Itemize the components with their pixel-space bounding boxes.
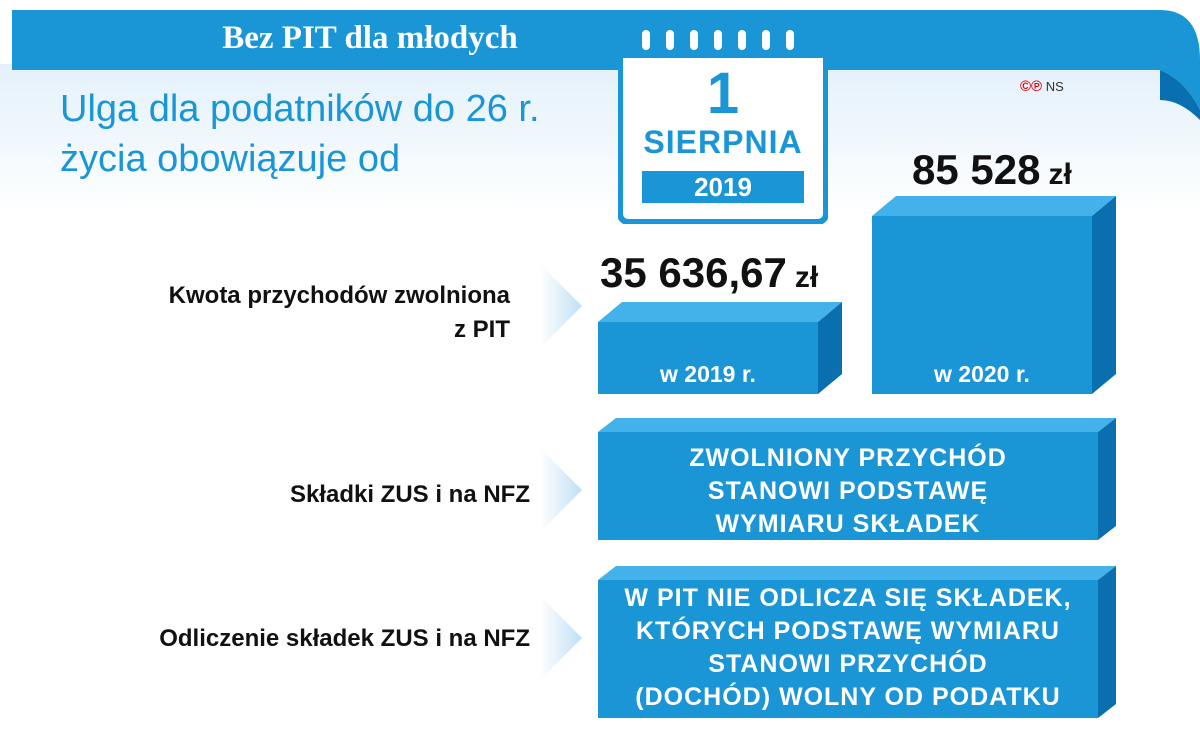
chevron-right-icon — [540, 596, 582, 680]
subtitle-line-1: Ulga dla podatników do 26 r. — [60, 88, 540, 130]
bar-2019-amount: 35 636,67 zł — [600, 249, 818, 302]
deduction-info-line-4: (DOCHÓD) WOLNY OD PODATKU — [635, 683, 1061, 711]
deduction-info-box: W PIT NIE ODLICZA SIĘ SKŁADEK, KTÓRYCH P… — [598, 566, 1116, 718]
header-title: Bez PIT dla młodych — [222, 20, 518, 56]
zus-info-line-2: STANOWI PODSTAWĘ — [707, 477, 989, 505]
bar-2019-unit: zł — [794, 261, 819, 294]
calendar-month: SIERPNIA — [643, 124, 803, 160]
bar-2019: w 2019 r. — [598, 302, 842, 394]
bar-2019-label: w 2019 r. — [660, 361, 756, 387]
calendar-day: 1 — [706, 61, 740, 126]
chevron-right-icon — [540, 264, 582, 348]
deduction-label: Odliczenie składek ZUS i na NFZ — [159, 625, 530, 652]
bar-2020-label: w 2020 r. — [934, 361, 1030, 387]
calendar-icon — [618, 28, 828, 224]
bar-2020-amount: 85 528 zł — [912, 146, 1072, 199]
deduction-info-box-shape — [598, 566, 1116, 718]
credit: ©℗ NS — [1020, 78, 1064, 95]
header-ribbon — [12, 10, 1200, 120]
zus-info-box-shape — [598, 418, 1116, 540]
deduction-info-text: W PIT NIE ODLICZA SIĘ SKŁADEK, KTÓRYCH P… — [598, 582, 1098, 714]
bar-2020-value: 85 528 — [912, 146, 1041, 193]
credit-initials: NS — [1045, 79, 1064, 94]
bar-2020-unit: zł — [1048, 158, 1072, 191]
copyright-symbols: ©℗ — [1020, 78, 1043, 95]
bar-2019-shape — [598, 302, 842, 394]
bar-2020-shape — [872, 196, 1116, 394]
subtitle-line-2: życia obowiązuje od — [60, 138, 401, 180]
deduction-info-line-3: STANOWI PRZYCHÓD — [708, 650, 988, 678]
income-label-line-1: Kwota przychodów zwolniona — [168, 282, 510, 309]
income-label-line-2: z PIT — [453, 316, 510, 343]
calendar-year: 2019 — [694, 172, 752, 202]
deduction-info-line-2: KTÓRYCH PODSTAWĘ WYMIARU — [636, 617, 1060, 645]
income-exemption-label: Kwota przychodów zwolniona z PIT — [40, 279, 510, 347]
subtitle-band — [0, 64, 1200, 214]
chevron-right-icon — [540, 448, 582, 532]
subtitle: Ulga dla podatników do 26 r. życia obowi… — [60, 84, 620, 184]
zus-contributions-label: Składki ZUS i na NFZ — [289, 481, 530, 508]
bar-2020: w 2020 r. — [872, 196, 1116, 394]
zus-info-line-1: ZWOLNIONY PRZYCHÓD — [689, 444, 1007, 472]
zus-info-text: ZWOLNIONY PRZYCHÓD STANOWI PODSTAWĘ WYMI… — [598, 442, 1098, 541]
zus-info-box: ZWOLNIONY PRZYCHÓD STANOWI PODSTAWĘ WYMI… — [598, 418, 1116, 540]
zus-info-line-3: WYMIARU SKŁADEK — [715, 510, 981, 538]
bar-2019-value: 35 636,67 — [600, 249, 787, 296]
deduction-info-line-1: W PIT NIE ODLICZA SIĘ SKŁADEK, — [624, 584, 1072, 612]
